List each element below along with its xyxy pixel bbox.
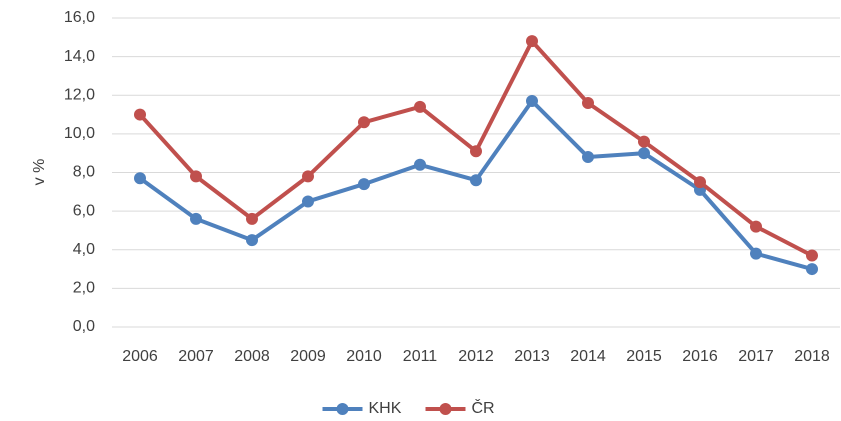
data-point xyxy=(526,95,538,108)
data-point xyxy=(694,176,706,189)
data-point xyxy=(526,35,538,48)
data-point xyxy=(134,172,146,185)
legend-marker xyxy=(439,403,452,415)
x-tick-label: 2007 xyxy=(178,348,214,365)
y-tick-label: 16,0 xyxy=(64,9,95,26)
data-point xyxy=(246,212,258,225)
data-point xyxy=(750,247,762,260)
data-point xyxy=(750,220,762,233)
legend-label: KHK xyxy=(369,400,402,417)
x-tick-label: 2017 xyxy=(738,348,774,365)
legend-label: ČR xyxy=(472,398,495,417)
y-tick-label: 2,0 xyxy=(73,280,95,297)
x-tick-label: 2012 xyxy=(458,348,494,365)
x-tick-label: 2013 xyxy=(514,348,550,365)
data-point xyxy=(358,178,370,191)
y-tick-label: 6,0 xyxy=(73,202,95,219)
data-point xyxy=(358,116,370,129)
y-tick-label: 14,0 xyxy=(64,48,95,65)
x-tick-label: 2016 xyxy=(682,348,718,365)
data-point xyxy=(470,145,482,158)
data-point xyxy=(414,158,426,171)
data-point xyxy=(470,174,482,187)
x-tick-label: 2010 xyxy=(346,348,382,365)
data-point xyxy=(246,234,258,247)
data-point xyxy=(302,170,314,183)
x-tick-label: 2014 xyxy=(570,348,606,365)
data-point xyxy=(414,100,426,113)
x-tick-label: 2011 xyxy=(403,348,438,365)
y-tick-label: 4,0 xyxy=(73,241,95,258)
data-point xyxy=(582,151,594,164)
y-tick-label: 10,0 xyxy=(64,125,95,142)
data-point xyxy=(134,108,146,121)
y-tick-label: 0,0 xyxy=(73,318,95,335)
x-tick-label: 2006 xyxy=(122,348,158,365)
legend-marker xyxy=(336,403,349,415)
x-tick-label: 2008 xyxy=(234,348,270,365)
data-point xyxy=(806,263,818,276)
data-point xyxy=(806,249,818,262)
x-tick-label: 2009 xyxy=(290,348,326,365)
y-tick-label: 8,0 xyxy=(73,164,95,181)
data-point xyxy=(190,212,202,225)
data-point xyxy=(302,195,314,208)
data-point xyxy=(638,135,650,148)
y-axis-label: v % xyxy=(31,159,48,186)
data-point xyxy=(582,96,594,109)
data-point xyxy=(190,170,202,183)
y-tick-label: 12,0 xyxy=(64,86,95,103)
data-point xyxy=(638,147,650,160)
x-tick-label: 2018 xyxy=(794,348,830,365)
x-tick-label: 2015 xyxy=(626,348,662,365)
